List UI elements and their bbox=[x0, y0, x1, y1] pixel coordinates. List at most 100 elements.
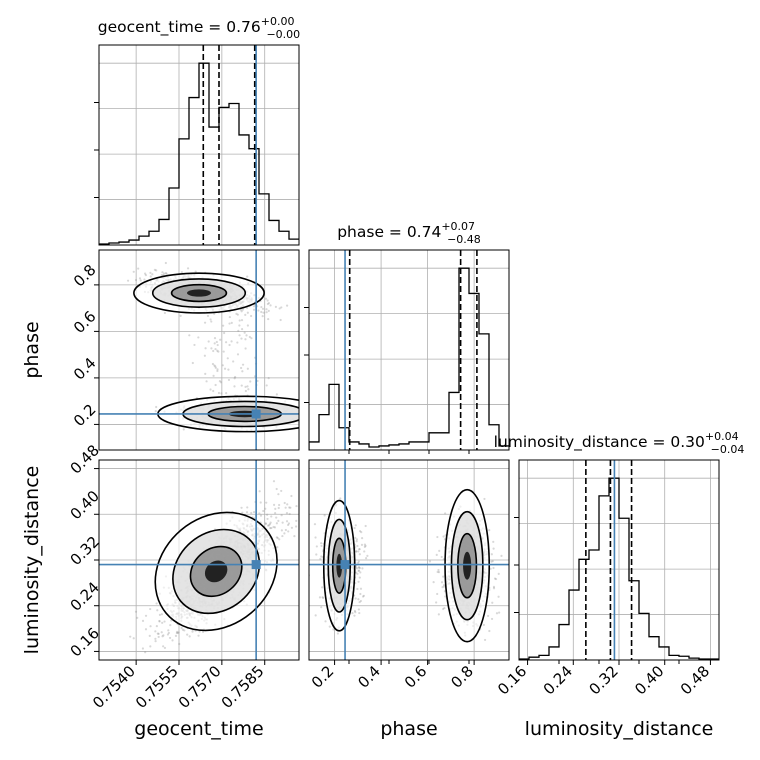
sample-point bbox=[359, 571, 362, 574]
sample-point bbox=[357, 550, 360, 553]
sample-point bbox=[134, 610, 138, 613]
sample-point bbox=[215, 340, 218, 344]
sample-point bbox=[216, 349, 219, 352]
sample-point bbox=[158, 613, 162, 616]
sample-point bbox=[266, 517, 269, 521]
sample-point bbox=[167, 631, 170, 635]
sample-point bbox=[483, 638, 487, 642]
sample-point bbox=[258, 490, 261, 493]
sample-point bbox=[233, 377, 236, 380]
sample-point bbox=[339, 497, 342, 500]
sample-point bbox=[182, 428, 185, 431]
sample-point bbox=[246, 275, 249, 278]
sample-point bbox=[497, 572, 500, 575]
sample-point bbox=[293, 534, 296, 538]
sample-point bbox=[364, 544, 367, 547]
panel-title-label: geocent_time = 0.76 bbox=[98, 18, 261, 37]
panel-title-luminosity_distance: luminosity_distance = 0.30+0.04 −0.04 bbox=[494, 430, 745, 456]
sample-point bbox=[314, 536, 317, 539]
sample-point bbox=[154, 630, 157, 633]
sample-point bbox=[323, 514, 326, 517]
sample-point bbox=[209, 388, 212, 391]
panel-frame-phase bbox=[308, 249, 510, 451]
sample-point bbox=[353, 526, 356, 530]
sample-point bbox=[197, 336, 200, 339]
sample-point bbox=[294, 525, 298, 528]
sample-point bbox=[357, 566, 361, 569]
sample-point bbox=[154, 409, 157, 413]
x-tick-label-geocent_time: 0.7585 bbox=[218, 662, 268, 712]
sample-point bbox=[436, 570, 439, 574]
y-tick-label-phase: 0.2 bbox=[70, 400, 100, 430]
sample-point bbox=[357, 566, 361, 569]
sample-point bbox=[259, 501, 262, 504]
sample-point bbox=[240, 310, 243, 313]
x-tick-label-geocent_time: 0.7570 bbox=[175, 662, 225, 712]
sample-point bbox=[363, 543, 366, 546]
sample-point bbox=[351, 612, 354, 615]
density-panel-geocent_time-phase bbox=[98, 249, 300, 451]
sample-point bbox=[275, 516, 278, 519]
sample-point bbox=[363, 550, 366, 553]
panel-title-label: luminosity_distance = 0.30 bbox=[494, 433, 705, 452]
sample-point bbox=[218, 379, 222, 383]
sample-point bbox=[269, 521, 272, 524]
panel-frame bbox=[98, 249, 300, 451]
sample-point bbox=[275, 522, 278, 525]
sample-point bbox=[266, 513, 269, 516]
sample-point bbox=[488, 529, 491, 532]
panel-title-sub: −0.00 bbox=[266, 28, 300, 41]
sample-point bbox=[356, 587, 359, 591]
y-axis-label-luminosity_distance: luminosity_distance bbox=[21, 466, 43, 655]
sample-point bbox=[284, 528, 287, 532]
sample-point bbox=[175, 631, 178, 635]
sample-point bbox=[183, 629, 186, 632]
sample-point bbox=[357, 580, 360, 583]
sample-point bbox=[363, 545, 366, 549]
sample-point bbox=[277, 519, 280, 523]
sample-point bbox=[129, 635, 132, 638]
sample-point bbox=[203, 321, 207, 324]
sample-point bbox=[240, 506, 243, 509]
sample-point bbox=[144, 274, 148, 277]
sample-point bbox=[287, 522, 291, 525]
sample-cloud bbox=[309, 488, 503, 643]
sample-point bbox=[265, 501, 268, 504]
sample-point bbox=[160, 273, 163, 277]
sample-point bbox=[261, 307, 265, 310]
sample-point bbox=[247, 388, 250, 391]
sample-point bbox=[149, 645, 152, 648]
sample-point bbox=[153, 268, 156, 271]
sample-point bbox=[144, 661, 146, 663]
sample-point bbox=[436, 592, 439, 596]
sample-point bbox=[270, 526, 273, 530]
sample-point bbox=[205, 380, 208, 383]
sample-point bbox=[287, 530, 290, 533]
x-axis-label-geocent_time: geocent_time bbox=[134, 718, 263, 740]
sample-point bbox=[288, 512, 291, 516]
x-tick-label-luminosity_distance: 0.32 bbox=[585, 662, 621, 698]
sample-point bbox=[246, 385, 249, 388]
sample-point bbox=[228, 322, 231, 325]
panel-title-sub: −0.04 bbox=[711, 443, 745, 456]
sample-point bbox=[161, 635, 164, 638]
sample-point bbox=[358, 530, 362, 533]
x-tick-label-luminosity_distance: 0.48 bbox=[677, 662, 713, 698]
sample-point bbox=[160, 613, 164, 616]
sample-point bbox=[234, 375, 237, 379]
sample-point bbox=[144, 272, 147, 275]
sample-point bbox=[321, 586, 324, 589]
sample-point bbox=[274, 512, 277, 515]
y-tick-label-phase: 0.6 bbox=[70, 307, 100, 337]
sample-point bbox=[241, 308, 245, 311]
x-tick-label-phase: 0.8 bbox=[447, 662, 477, 692]
sample-point bbox=[362, 594, 365, 597]
sample-point bbox=[280, 529, 283, 532]
sample-point bbox=[141, 647, 145, 650]
panel-title-sup: +0.07 bbox=[441, 220, 475, 233]
sample-point bbox=[366, 554, 369, 557]
sample-point bbox=[244, 385, 247, 388]
sample-point bbox=[163, 311, 166, 315]
sample-point bbox=[278, 503, 281, 507]
